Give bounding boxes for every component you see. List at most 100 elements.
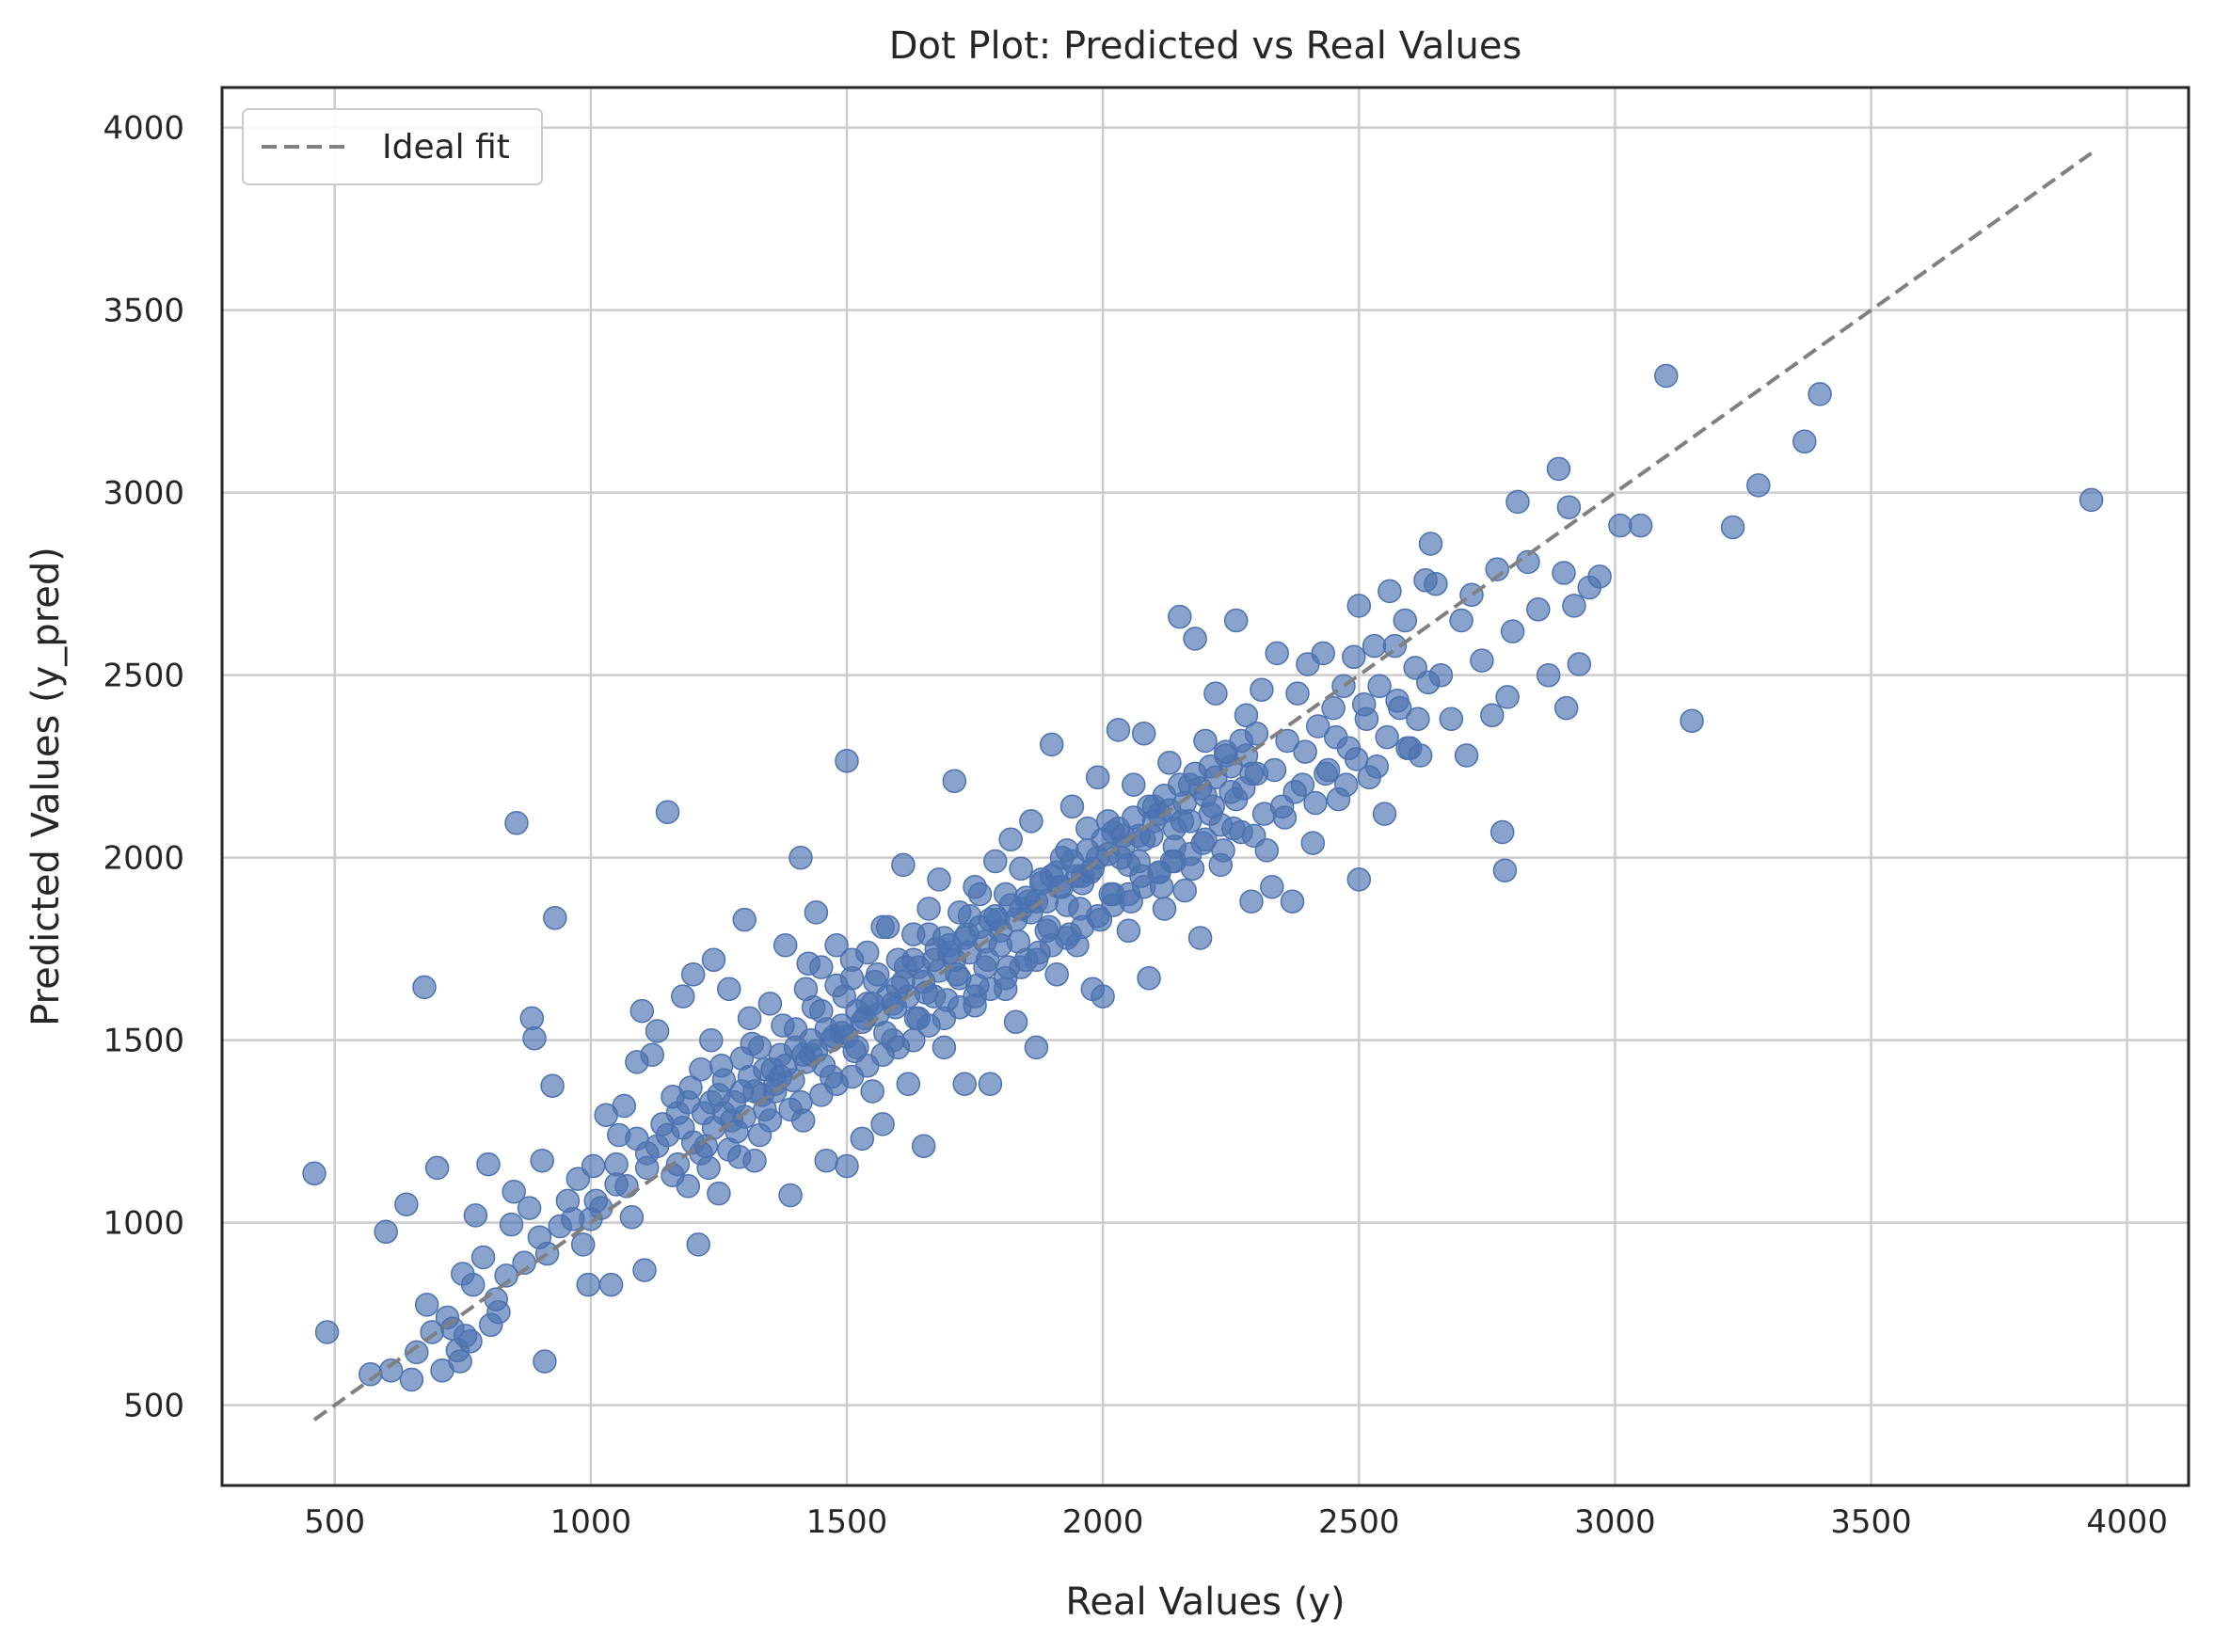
data-point — [517, 1196, 542, 1220]
data-point — [870, 1112, 895, 1136]
x-tick-label: 3000 — [1574, 1503, 1656, 1541]
data-point — [1024, 1035, 1049, 1060]
data-point — [1239, 761, 1264, 786]
data-point — [1406, 707, 1430, 731]
grid-layer — [222, 87, 2189, 1485]
data-point — [932, 926, 957, 950]
y-tick-label: 3000 — [103, 475, 184, 513]
data-point — [1449, 608, 1473, 633]
data-point — [901, 922, 926, 946]
data-point — [1546, 456, 1571, 482]
x-tick-label: 2500 — [1318, 1503, 1400, 1541]
data-point — [911, 1134, 936, 1158]
data-point — [809, 955, 834, 979]
data-point — [1354, 707, 1379, 731]
data-point — [1282, 780, 1307, 804]
data-point — [1416, 670, 1441, 695]
data-point — [1131, 721, 1156, 746]
data-point — [634, 1155, 660, 1181]
data-point — [1039, 732, 1064, 757]
x-tick-label: 500 — [304, 1503, 365, 1541]
data-point — [717, 977, 741, 1002]
data-point — [1187, 926, 1213, 950]
data-point — [863, 969, 887, 994]
data-point — [414, 1293, 439, 1317]
data-point — [978, 907, 1003, 932]
data-point — [1223, 786, 1249, 812]
data-point — [1562, 594, 1586, 618]
x-tick-labels: 500 1000 1500 2000 2500 3000 3500 4000 — [304, 1503, 2168, 1541]
data-point — [1303, 790, 1328, 816]
data-point — [655, 800, 680, 824]
data-point — [504, 811, 529, 835]
data-point — [1193, 783, 1218, 808]
x-tick-label: 4000 — [2086, 1503, 2168, 1541]
data-point — [821, 1025, 847, 1049]
data-point — [540, 1073, 565, 1098]
data-point — [885, 947, 911, 973]
data-point — [757, 1108, 783, 1133]
data-point — [1044, 962, 1069, 987]
data-point — [814, 1148, 838, 1173]
data-point — [1300, 831, 1326, 855]
data-point — [412, 975, 437, 1000]
data-point — [1039, 864, 1064, 888]
data-point — [1152, 897, 1177, 921]
data-point — [1556, 495, 1582, 519]
data-point — [1526, 597, 1551, 622]
data-point — [952, 1072, 977, 1096]
data-point — [790, 1042, 816, 1067]
data-point — [424, 1155, 450, 1181]
data-point — [1223, 608, 1249, 633]
data-point — [522, 1025, 547, 1051]
x-tick-label: 1000 — [550, 1503, 632, 1541]
data-point — [729, 1079, 755, 1104]
data-point — [1193, 827, 1218, 852]
data-point — [1489, 819, 1515, 845]
data-point — [632, 1258, 657, 1282]
data-point — [726, 1145, 752, 1169]
data-point — [1378, 579, 1402, 604]
data-point — [486, 1299, 511, 1325]
data-point — [399, 1367, 424, 1392]
data-point — [678, 1075, 703, 1100]
data-point — [793, 977, 819, 1002]
data-point — [1019, 809, 1043, 834]
chart-title: Dot Plot: Predicted vs Real Values — [889, 24, 1522, 68]
data-point — [1424, 571, 1448, 596]
data-point — [1177, 809, 1203, 834]
data-point — [855, 940, 880, 965]
data-point — [1628, 513, 1653, 538]
data-point — [1131, 874, 1156, 899]
data-point — [405, 1340, 429, 1365]
data-point — [463, 1203, 488, 1228]
data-point — [788, 1089, 813, 1115]
data-point — [804, 900, 829, 925]
x-tick-label: 1500 — [806, 1503, 888, 1541]
data-point — [901, 1027, 926, 1053]
data-point — [612, 1093, 637, 1119]
data-point — [1272, 805, 1298, 830]
data-point — [374, 1219, 398, 1245]
data-point — [1364, 754, 1390, 779]
data-point — [645, 1134, 670, 1158]
data-point — [448, 1349, 472, 1374]
data-point — [1346, 867, 1372, 892]
data-point — [998, 827, 1023, 852]
data-point — [671, 984, 695, 1009]
data-point — [1311, 641, 1335, 666]
data-point — [470, 1245, 496, 1270]
y-tick-label: 1000 — [103, 1205, 184, 1243]
y-tick-label: 1500 — [103, 1023, 184, 1060]
data-point — [1147, 802, 1171, 826]
data-point — [1055, 838, 1079, 863]
data-point — [1193, 728, 1218, 754]
data-point — [1492, 858, 1518, 882]
data-point — [1122, 772, 1146, 797]
data-point — [314, 1320, 340, 1344]
data-point — [1342, 644, 1366, 670]
legend: Ideal fit — [242, 108, 543, 185]
data-point — [1116, 852, 1141, 878]
data-point — [1305, 714, 1330, 739]
data-point — [835, 1153, 859, 1179]
